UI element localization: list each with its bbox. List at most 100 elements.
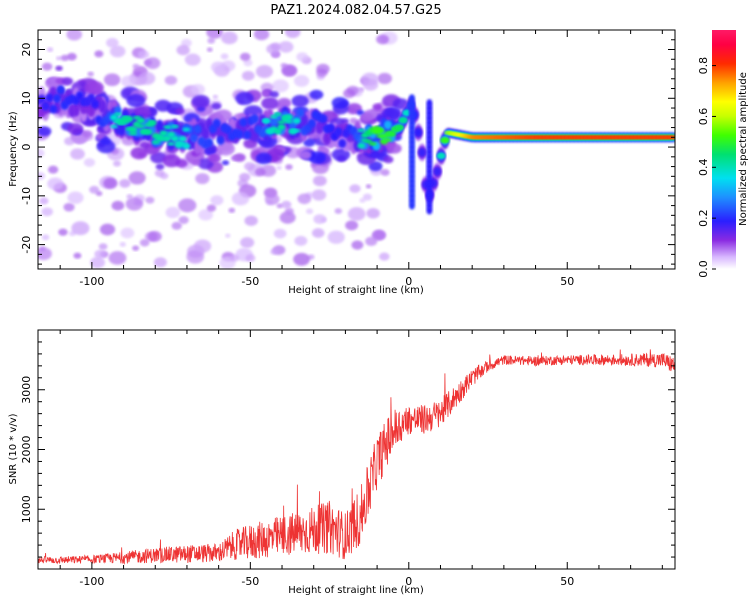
spectrogram-ridge-cell <box>357 128 366 133</box>
spectrogram-blob <box>235 91 254 106</box>
spectrogram-noise-blob <box>63 202 75 212</box>
spectrogram-noise-blob <box>132 63 140 69</box>
y-tick-label: 20 <box>20 43 33 57</box>
spectrogram-ridge-cell <box>170 124 179 129</box>
colorbar-label: Normalized spectral amplitude <box>738 72 749 226</box>
spectrogram-blob <box>387 143 402 154</box>
spectrogram-ridge-cell <box>334 127 343 137</box>
spectrogram-ridge-cell <box>121 115 130 120</box>
spectrogram-noise-blob <box>47 165 59 174</box>
y-tick-label: 2000 <box>20 436 33 464</box>
spectrogram-ridge-cell <box>178 135 187 142</box>
spectrogram-noise-blob <box>351 240 364 250</box>
spectrogram-noise-blob <box>380 168 390 176</box>
spectrogram-noise-blob <box>254 167 266 177</box>
spectrogram-noise-blob <box>253 30 270 41</box>
colorbar-tick-label: 0.8 <box>697 57 710 75</box>
spectrogram-noise-blob <box>276 165 282 170</box>
spectrogram-noise-blob <box>66 30 83 41</box>
spectrogram-blob <box>61 77 74 86</box>
spectrogram-ridge-cell <box>41 101 50 111</box>
spectrogram-noise-blob <box>154 169 165 178</box>
spectrogram-noise-blob <box>128 171 146 185</box>
spectrogram-noise-blob <box>67 191 84 204</box>
spectrogram-ridge-cell <box>383 120 392 130</box>
colorbar: 0.0 0.2 0.4 0.6 0.8 Normalized spectral ampl… <box>697 30 749 278</box>
spectrogram-noise-blob <box>119 242 126 247</box>
spectrogram-blob <box>38 126 52 137</box>
spectrogram-noise-blob <box>361 72 379 86</box>
spectrogram-noise-blob <box>47 47 54 52</box>
snr-y-ticks: 1000 2000 3000 <box>20 341 675 558</box>
spectrogram-noise-blob <box>132 245 140 251</box>
spectrogram-blob <box>303 138 316 147</box>
spectrogram-noise-blob <box>239 172 251 182</box>
spectrogram-ridge-cell <box>440 138 449 143</box>
spectrogram-noise-blob <box>365 184 372 189</box>
spectrogram-ridge-cell <box>284 119 293 124</box>
spectrogram-ridge-cell <box>113 112 122 117</box>
spectrogram-ridge-cell <box>201 127 210 141</box>
spectrogram-ridge-cell <box>49 104 58 114</box>
spectrogram-ridge-cell <box>151 140 160 145</box>
spectrogram-noise-blob <box>281 64 298 77</box>
spectrogram-noise-blob <box>206 204 217 212</box>
colorbar-tick-label: 0.0 <box>697 260 710 278</box>
spectrogram-noise-blob <box>58 228 68 236</box>
x-tick-label: -50 <box>241 575 259 588</box>
spectrogram-ridge-cell <box>368 142 377 146</box>
spectrogram-ridge-cell <box>399 118 408 123</box>
spectrogram-blob <box>84 80 104 95</box>
spectrogram-ridge-cell <box>129 131 138 136</box>
spectrogram-noise-blob <box>229 254 240 262</box>
spectrogram-noise-blob <box>171 221 182 230</box>
colorbar-ramp <box>712 30 736 269</box>
spectrogram-noise-blob <box>231 191 250 206</box>
spectrogram-noise-blob <box>345 220 359 231</box>
spectrogram-noise-blob <box>284 207 294 215</box>
spectrogram-ridge-cell <box>414 127 423 137</box>
spectrogram-ridge-cell <box>277 120 286 125</box>
spectrogram-ridge-cell <box>136 124 145 129</box>
spectrogram-ridge-cell <box>437 154 446 158</box>
spectrogram-noise-blob <box>90 256 106 269</box>
spectrogram-x-ticks: -100 -50 0 50 <box>59 30 663 288</box>
colorbar-tick-label: 0.4 <box>697 159 710 177</box>
spectrogram-noise-blob <box>120 227 135 239</box>
spectrogram-noise-blob <box>125 197 144 211</box>
spectrogram-ridge-cell <box>189 133 198 143</box>
spectrogram-noise-blob <box>349 184 361 193</box>
spectrogram-blob <box>82 130 93 138</box>
spectrogram-blob <box>139 141 150 149</box>
spectrogram-ridge-cell <box>357 142 366 149</box>
spectrogram-ridge-cell <box>193 124 202 134</box>
spectrogram-noise-blob <box>311 189 327 201</box>
spectrogram-blob <box>208 153 221 163</box>
x-tick-label: 0 <box>405 275 412 288</box>
y-tick-label: 3000 <box>20 376 33 404</box>
spectrogram-blob <box>375 114 384 120</box>
spectrogram-noise-blob <box>362 193 372 201</box>
spectrogram-x-axis-label: Height of straight line (km) <box>288 285 424 296</box>
spectrogram-noise-blob <box>73 252 82 259</box>
spectrogram-noise-blob <box>184 53 201 66</box>
spectrogram-streak <box>408 94 415 103</box>
spectrogram-noise-blob <box>377 72 392 85</box>
spectrogram-ridge-cell <box>205 137 214 147</box>
spectrogram-noise-blob <box>87 71 94 77</box>
y-tick-label: 1000 <box>20 495 33 523</box>
spectrogram-noise-blob <box>297 193 312 205</box>
colorbar-ticks: 0.0 0.2 0.4 0.6 0.8 <box>697 57 716 278</box>
spectrogram-noise-blob <box>94 249 106 259</box>
x-tick-label: -50 <box>241 275 259 288</box>
spectrogram-blob <box>269 91 280 98</box>
spectrogram-noise-blob <box>47 177 64 190</box>
spectrogram-ridge-cell <box>53 93 62 103</box>
spectrogram-noise-blob <box>186 249 205 264</box>
spectrogram-blob <box>383 155 394 164</box>
spectrogram-noise-blob <box>105 37 119 48</box>
spectrogram-y-ticks: -20 -10 0 10 20 <box>20 29 675 265</box>
spectrogram-noise-blob <box>98 243 108 250</box>
spectrogram-ridge-cell <box>224 125 233 135</box>
spectrogram-noise-blob <box>225 233 231 238</box>
